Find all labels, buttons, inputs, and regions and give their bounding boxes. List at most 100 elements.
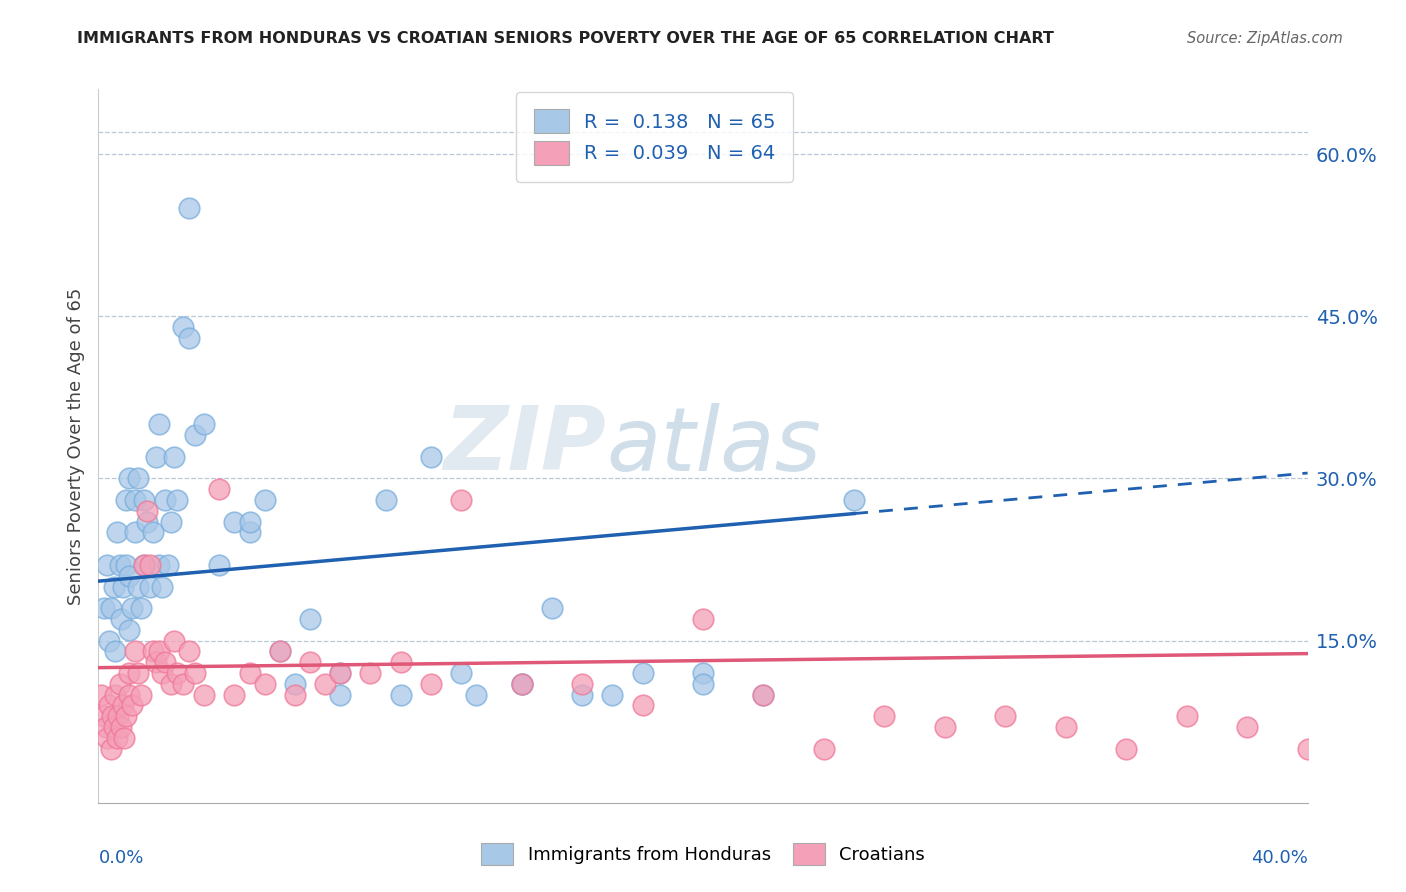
Point — [253, 677, 276, 691]
Point — [420, 450, 443, 464]
Point — [124, 525, 146, 540]
Point — [124, 644, 146, 658]
Point — [156, 558, 179, 572]
Point — [148, 417, 170, 432]
Point — [208, 482, 231, 496]
Point — [208, 558, 231, 572]
Point — [329, 666, 352, 681]
Point — [374, 493, 396, 508]
Point — [844, 493, 866, 508]
Point — [139, 558, 162, 572]
Point — [239, 666, 262, 681]
Point — [124, 493, 146, 508]
Point — [100, 741, 122, 756]
Point — [692, 612, 714, 626]
Point — [692, 666, 714, 681]
Point — [163, 450, 186, 464]
Point — [299, 612, 322, 626]
Point — [104, 688, 127, 702]
Point — [104, 644, 127, 658]
Point — [101, 709, 124, 723]
Point — [160, 677, 183, 691]
Point — [111, 698, 134, 713]
Point — [118, 666, 141, 681]
Point — [150, 580, 173, 594]
Point — [314, 677, 336, 691]
Text: atlas: atlas — [606, 403, 821, 489]
Point — [172, 320, 194, 334]
Point — [135, 504, 157, 518]
Point — [114, 709, 136, 723]
Point — [148, 558, 170, 572]
Point — [224, 688, 246, 702]
Text: Source: ZipAtlas.com: Source: ZipAtlas.com — [1187, 31, 1343, 46]
Point — [118, 471, 141, 485]
Point — [118, 568, 141, 582]
Point — [127, 471, 149, 485]
Point — [193, 417, 215, 432]
Point — [96, 558, 118, 572]
Point — [145, 655, 167, 669]
Point — [1296, 741, 1319, 756]
Point — [132, 558, 155, 572]
Point — [145, 450, 167, 464]
Y-axis label: Seniors Poverty Over the Age of 65: Seniors Poverty Over the Age of 65 — [66, 287, 84, 605]
Point — [360, 666, 382, 681]
Point — [93, 709, 115, 723]
Point — [150, 666, 173, 681]
Point — [571, 688, 593, 702]
Point — [179, 201, 201, 215]
Point — [1236, 720, 1258, 734]
Point — [153, 655, 176, 669]
Point — [114, 493, 136, 508]
Text: 0.0%: 0.0% — [98, 849, 143, 867]
Text: 40.0%: 40.0% — [1251, 849, 1308, 867]
Point — [465, 688, 488, 702]
Point — [110, 720, 132, 734]
Point — [132, 493, 155, 508]
Point — [420, 677, 443, 691]
Point — [510, 677, 533, 691]
Point — [105, 525, 128, 540]
Point — [163, 633, 186, 648]
Point — [108, 558, 131, 572]
Point — [142, 525, 165, 540]
Point — [184, 428, 207, 442]
Point — [107, 709, 129, 723]
Point — [571, 677, 593, 691]
Point — [132, 558, 155, 572]
Point — [752, 688, 775, 702]
Point — [94, 720, 117, 734]
Point — [93, 601, 115, 615]
Point — [934, 720, 956, 734]
Point — [389, 688, 412, 702]
Point — [108, 677, 131, 691]
Point — [114, 558, 136, 572]
Point — [179, 644, 201, 658]
Point — [299, 655, 322, 669]
Point — [112, 731, 135, 745]
Point — [129, 601, 152, 615]
Point — [184, 666, 207, 681]
Point — [692, 677, 714, 691]
Point — [103, 720, 125, 734]
Legend: R =  0.138   N = 65, R =  0.039   N = 64: R = 0.138 N = 65, R = 0.039 N = 64 — [516, 92, 793, 182]
Point — [269, 644, 291, 658]
Point — [994, 709, 1017, 723]
Point — [135, 515, 157, 529]
Point — [160, 515, 183, 529]
Point — [129, 688, 152, 702]
Point — [1054, 720, 1077, 734]
Point — [631, 698, 654, 713]
Point — [253, 493, 276, 508]
Point — [100, 601, 122, 615]
Point — [873, 709, 896, 723]
Point — [510, 677, 533, 691]
Point — [127, 580, 149, 594]
Point — [121, 698, 143, 713]
Point — [631, 666, 654, 681]
Point — [602, 688, 624, 702]
Point — [118, 688, 141, 702]
Point — [752, 688, 775, 702]
Point — [142, 644, 165, 658]
